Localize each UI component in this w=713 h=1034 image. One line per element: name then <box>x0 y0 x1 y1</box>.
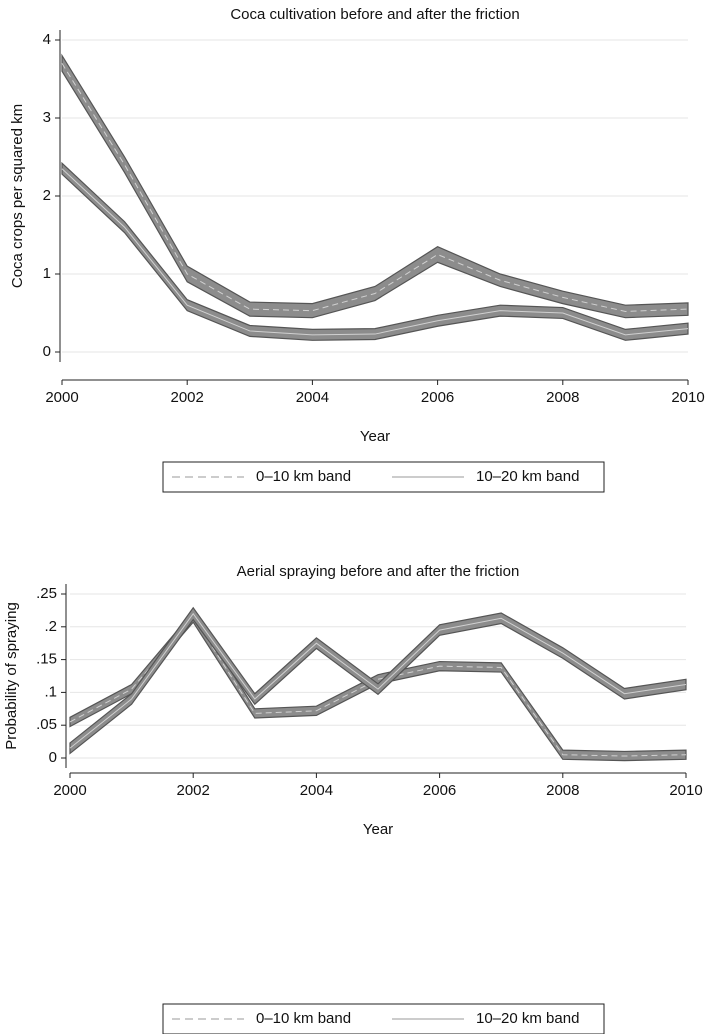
y-axis-label: Probability of spraying <box>3 602 20 750</box>
confidence-band <box>69 606 687 755</box>
x-tick-label: 2008 <box>546 389 579 406</box>
y-tick-label: 1 <box>43 265 51 282</box>
series-line <box>61 63 689 312</box>
x-tick-label: 2006 <box>423 782 456 799</box>
legend-label: 0–10 km band <box>256 468 351 485</box>
y-tick-label: 4 <box>43 31 51 48</box>
x-tick-label: 2010 <box>671 389 704 406</box>
x-axis-label: Year <box>363 821 393 838</box>
legend-label: 10–20 km band <box>476 1010 579 1027</box>
legend-box <box>162 1003 605 1034</box>
confidence-band <box>69 610 687 762</box>
x-tick-label: 2004 <box>296 389 329 406</box>
x-tick-label: 2002 <box>171 389 204 406</box>
y-tick-label: .25 <box>36 585 57 602</box>
x-tick-label: 2006 <box>421 389 454 406</box>
confidence-band <box>61 53 689 319</box>
legend-box <box>162 461 605 493</box>
y-tick-label: 3 <box>43 109 51 126</box>
y-axis-label: Coca crops per squared km <box>9 104 26 288</box>
x-tick-label: 2000 <box>45 389 78 406</box>
y-tick-label: 0 <box>49 749 57 766</box>
y-tick-label: .2 <box>44 618 57 635</box>
legend-label: 0–10 km band <box>256 1010 351 1027</box>
confidence-band <box>61 161 689 341</box>
x-tick-label: 2010 <box>669 782 702 799</box>
x-tick-label: 2004 <box>300 782 333 799</box>
series-line <box>69 612 687 749</box>
y-tick-label: .1 <box>44 683 57 700</box>
y-tick-label: 2 <box>43 187 51 204</box>
x-tick-label: 2002 <box>177 782 210 799</box>
y-tick-label: 0 <box>43 343 51 360</box>
x-tick-label: 2008 <box>546 782 579 799</box>
series-line <box>61 168 689 336</box>
y-tick-label: .15 <box>36 651 57 668</box>
x-axis-label: Year <box>360 428 390 445</box>
chart-title: Aerial spraying before and after the fri… <box>237 563 520 580</box>
x-tick-label: 2000 <box>53 782 86 799</box>
y-tick-label: .05 <box>36 716 57 733</box>
legend-label: 10–20 km band <box>476 468 579 485</box>
chart-title: Coca cultivation before and after the fr… <box>230 6 519 23</box>
